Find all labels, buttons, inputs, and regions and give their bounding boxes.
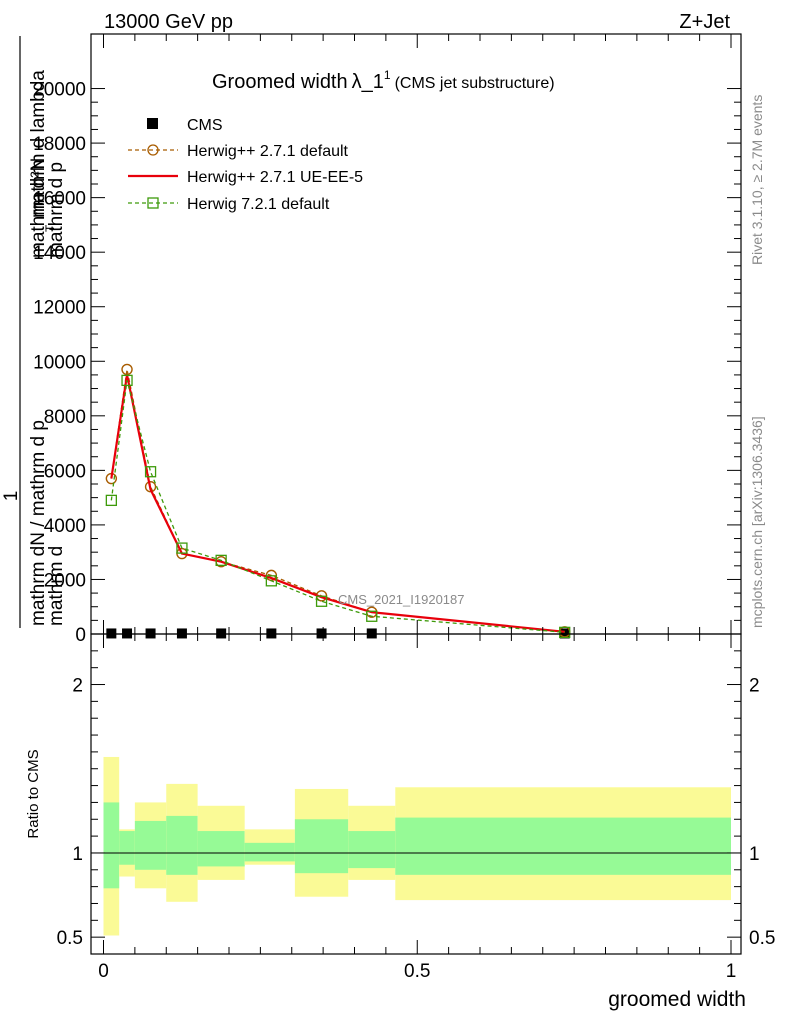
- legend-marker-herwig-default: [147, 144, 159, 156]
- x-tick-label: 0.5: [404, 961, 430, 982]
- ratio-x-ticks: 0 0.5 1: [98, 634, 736, 982]
- ratio-inner-band: [134, 820, 167, 870]
- ratio-inner-band: [197, 831, 245, 867]
- ratio-y-tick-label-right: 0.5: [749, 928, 775, 949]
- main-y-tick-label: 8000: [44, 407, 86, 428]
- main-y-tick-label: 14000: [33, 243, 86, 264]
- side-label-mcplots: mcplots.cern.ch [arXiv:1306.3436]: [749, 416, 765, 628]
- main-y-tick-label: 2000: [44, 570, 86, 591]
- ratio-y-tick-label-right: 1: [749, 844, 760, 865]
- ratio-inner-band: [348, 831, 396, 869]
- main-y-tick-label: 20000: [33, 80, 86, 101]
- legend-label-herwig7: Herwig 7.2.1 default: [187, 196, 330, 213]
- ratio-inner-band: [294, 819, 349, 874]
- main-y-tick-label: 10000: [33, 352, 86, 373]
- legend: CMS Herwig++ 2.7.1 default Herwig++ 2.7.…: [128, 117, 363, 213]
- main-y-tick-label: 0: [75, 625, 86, 646]
- ylabel-subscript: T: [43, 224, 57, 232]
- chart-title-text: Groomed width: [212, 71, 348, 93]
- chart-title: Groomed width λ_11 (CMS jet substructure): [212, 68, 555, 93]
- ratio-inner-band: [244, 842, 295, 862]
- ratio-y-ticks: 0.5 0.5 1 1 2 2: [57, 650, 775, 949]
- ratio-inner-band: [119, 831, 135, 865]
- chart-title-symbol: λ_1: [352, 71, 384, 93]
- ylabel-denominator: mathrm dN / mathrm d p: [28, 420, 49, 626]
- herwig7-point: [315, 595, 328, 607]
- series-line-3: [110, 380, 565, 634]
- main-x-ticks: [103, 34, 732, 634]
- herwig7-point: [559, 626, 571, 639]
- ratio-bands: [103, 756, 731, 936]
- herwig7-point: [215, 554, 227, 567]
- main-y-ticks: 0 2000 4000 6000 8000 10000 12000 14000 16000 180…: [33, 80, 741, 646]
- header-right: Z+Jet: [679, 11, 730, 33]
- main-y-tick-label: 4000: [44, 516, 86, 537]
- herwig7-point: [144, 466, 157, 478]
- ylabel-denominator-2: mathrm d: [46, 546, 67, 626]
- ratio-y-tick-label: 0.5: [57, 928, 83, 949]
- herwig7-point: [265, 575, 278, 587]
- herwig7-point: [121, 374, 133, 387]
- x-axis-label: groomed width: [608, 988, 746, 1011]
- herwig-default-point: [121, 363, 133, 376]
- ratio-y-tick-label: 2: [72, 676, 83, 697]
- legend-marker-herwig7: [147, 197, 159, 209]
- analysis-label: CMS_2021_I1920187: [338, 592, 465, 607]
- main-y-label: mathrm d²N mathrm d p T mathrm d lambda …: [1, 36, 67, 628]
- main-panel: 0 2000 4000 6000 8000 10000 12000 14000 16000 180…: [33, 33, 742, 646]
- ratio-frame: [90, 633, 742, 955]
- ratio-y-label: Ratio to CMS: [25, 749, 42, 838]
- ylabel-prefix: 1: [1, 491, 22, 502]
- chart-title-superscript: 1: [384, 68, 391, 82]
- ratio-y-tick-label: 1: [72, 844, 83, 865]
- chart-title-note: (CMS jet substructure): [395, 75, 555, 92]
- herwig7-point: [366, 610, 378, 622]
- main-y-tick-label: 6000: [44, 461, 86, 482]
- ratio-panel: 0.5 0.51 12 2 0 0.5 1 Ratio to CMS groomed wi…: [25, 633, 775, 1011]
- ylabel-numerator-1: mathrm d²N: [28, 158, 49, 258]
- x-tick-label: 0: [98, 961, 109, 982]
- legend-label-cms: CMS: [187, 117, 223, 134]
- header-left: 13000 GeV pp: [104, 11, 233, 33]
- legend-label-herwig-ue: Herwig++ 2.7.1 UE-EE-5: [187, 169, 363, 186]
- ylabel-numerator-lambda: mathrm d lambda: [28, 70, 49, 218]
- ratio-inner-band: [103, 802, 120, 889]
- legend-label-herwig-default: Herwig++ 2.7.1 default: [187, 143, 349, 160]
- ratio-inner-band: [395, 817, 731, 875]
- main-y-tick-label: 16000: [33, 189, 86, 210]
- legend-marker-cms: [147, 118, 158, 129]
- side-label-rivet: Rivet 3.1.10, ≥ 2.7M events: [749, 95, 765, 265]
- ratio-inner-band: [166, 815, 198, 875]
- ylabel-numerator-2: mathrm d p: [46, 162, 67, 258]
- main-y-tick-label: 18000: [33, 134, 86, 155]
- x-tick-label: 1: [726, 961, 737, 982]
- herwig7-point: [176, 542, 188, 554]
- herwig7-point: [105, 494, 117, 507]
- ratio-y-tick-label-right: 2: [749, 676, 760, 697]
- main-y-tick-label: 12000: [33, 298, 86, 319]
